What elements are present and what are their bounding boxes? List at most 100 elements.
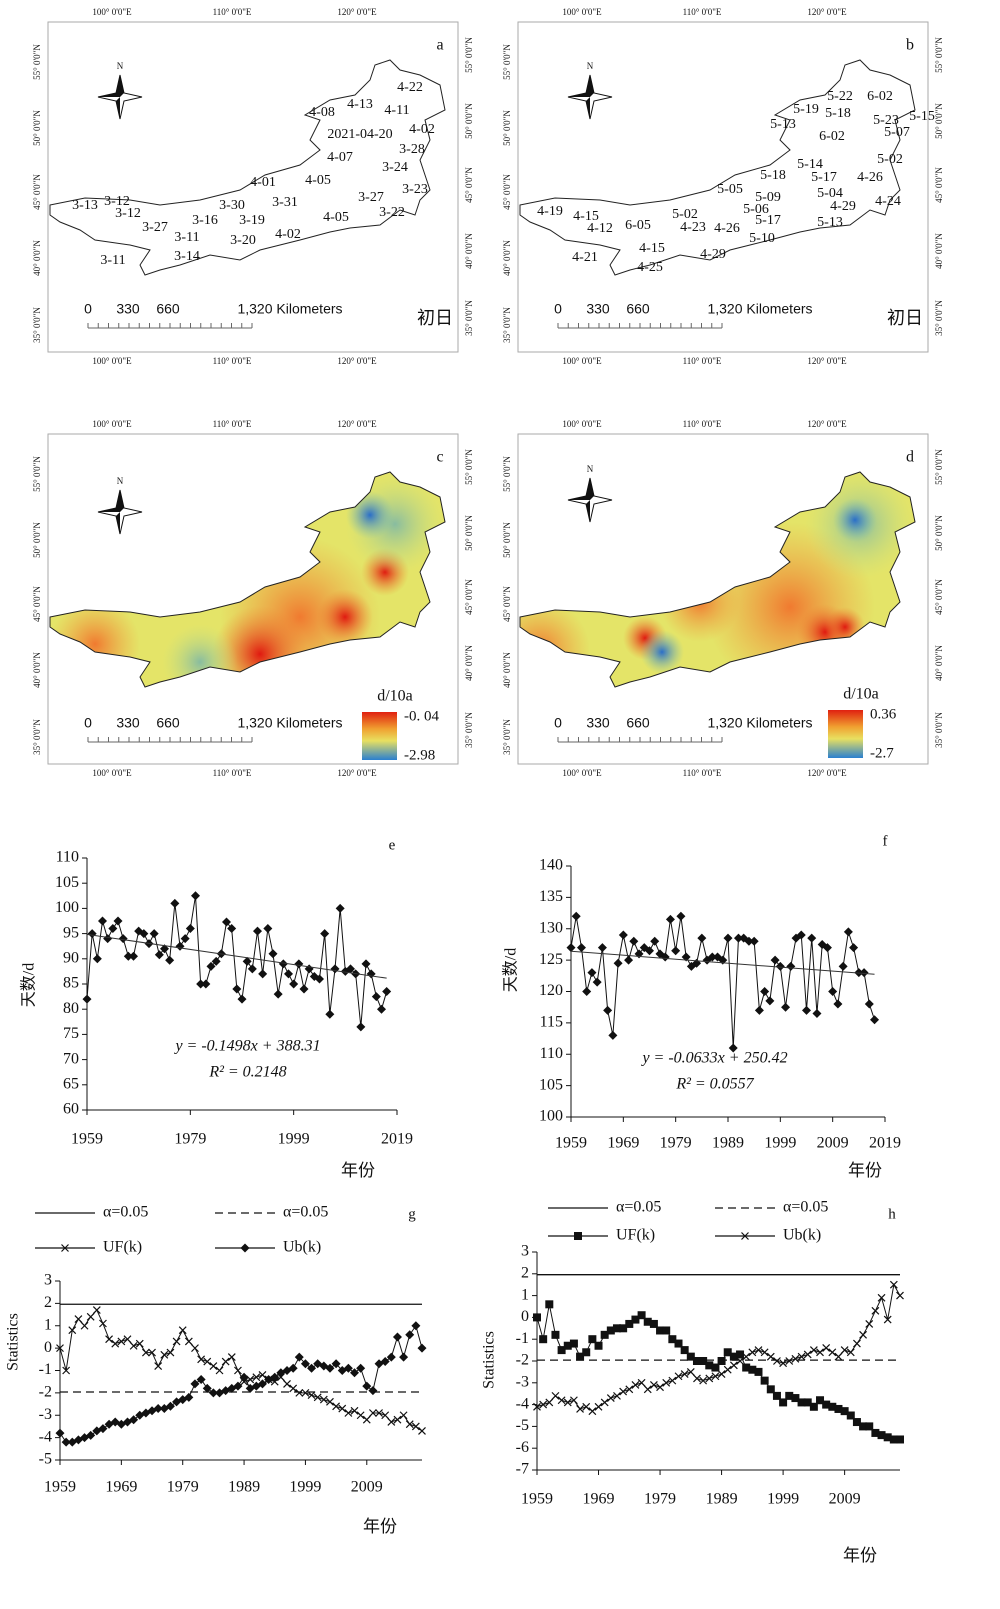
marker — [234, 1366, 242, 1375]
legend-label: Ub(k) — [283, 1239, 321, 1256]
marker — [417, 1343, 427, 1353]
marker — [175, 941, 185, 951]
marker — [797, 1398, 806, 1407]
scale-label: 0 — [554, 715, 562, 731]
station-label: 4-02 — [409, 122, 435, 137]
scale-label: 1,320 Kilometers — [707, 301, 812, 317]
station-label: 4-24 — [875, 194, 901, 209]
marker — [362, 1381, 372, 1391]
marker — [859, 968, 869, 978]
marker — [613, 958, 623, 968]
marker — [846, 1411, 855, 1420]
marker — [754, 1005, 764, 1015]
station-label: 4-29 — [700, 247, 726, 262]
marker — [600, 1398, 609, 1407]
marker — [571, 911, 581, 921]
marker — [545, 1300, 554, 1309]
x-tick-label: 1959 — [44, 1479, 76, 1496]
lat-label: 55° 0'0"N — [464, 449, 474, 485]
marker — [350, 1368, 360, 1378]
scale-label: 1,320 Kilometers — [237, 301, 342, 317]
station-label: 4-12 — [587, 221, 613, 236]
marker — [877, 1293, 886, 1302]
station-label: 5-19 — [793, 102, 819, 117]
marker — [582, 1348, 591, 1357]
marker — [399, 1352, 409, 1362]
marker — [711, 1372, 720, 1381]
lon-label: 100° 0'0"E — [92, 356, 132, 366]
marker — [785, 1357, 794, 1365]
y-tick-label: -6 — [516, 1439, 529, 1456]
marker — [356, 1363, 366, 1373]
marker — [166, 1348, 175, 1357]
marker — [606, 1326, 615, 1335]
marker — [160, 1350, 169, 1359]
marker — [637, 1311, 646, 1320]
marker — [754, 1346, 763, 1355]
marker — [253, 926, 262, 936]
legend-min: -2.98 — [404, 747, 435, 763]
marker — [803, 1350, 812, 1359]
marker — [55, 1428, 65, 1438]
marker — [723, 1365, 732, 1374]
y-tick-label: 3 — [521, 1243, 529, 1260]
marker — [748, 1348, 757, 1357]
map-frame — [517, 433, 929, 765]
marker — [278, 959, 288, 969]
y-tick-label: 140 — [539, 857, 563, 874]
lon-label: 110° 0'0"E — [683, 768, 722, 778]
scale-label: 330 — [586, 715, 610, 731]
marker — [775, 961, 785, 971]
marker — [368, 1386, 378, 1396]
lon-label: 110° 0'0"E — [683, 419, 722, 429]
marker — [343, 1363, 353, 1373]
y-tick-label: 130 — [539, 919, 563, 936]
lat-label: 45° 0'0"N — [464, 167, 474, 203]
marker — [859, 1422, 868, 1431]
lat-label: 55° 0'0"N — [32, 456, 42, 492]
y-tick-label: 60 — [63, 1101, 79, 1118]
marker — [539, 1335, 548, 1344]
lat-label: 55° 0'0"N — [32, 44, 42, 80]
marker — [411, 1422, 420, 1431]
marker — [123, 951, 133, 961]
marker — [637, 1378, 646, 1387]
y-tick-label: 90 — [63, 949, 79, 966]
r-squared: R² = 0.0557 — [675, 1076, 754, 1093]
north-label: N — [587, 61, 594, 71]
marker — [392, 1332, 402, 1342]
map-frame — [47, 433, 459, 765]
marker — [99, 1319, 107, 1328]
lat-label: 50° 0'0"N — [502, 522, 512, 558]
north-arrow-dark — [568, 75, 594, 119]
lat-label: 45° 0'0"N — [464, 579, 474, 615]
marker — [206, 961, 216, 971]
r-squared: R² = 0.2148 — [208, 1064, 286, 1081]
marker — [802, 1005, 811, 1015]
lat-label: 40° 0'0"N — [464, 233, 474, 269]
marker — [859, 1330, 868, 1339]
marker — [111, 1339, 120, 1348]
marker — [399, 1411, 408, 1420]
marker — [754, 1367, 763, 1376]
north-label: N — [117, 61, 124, 71]
lon-label: 120° 0'0"E — [337, 7, 377, 17]
station-label: 5-06 — [743, 202, 769, 217]
lat-label: 50° 0'0"N — [934, 103, 944, 139]
station-label: 3-16 — [192, 213, 218, 228]
scale-label: 1,320 Kilometers — [707, 715, 812, 731]
panel-letter: b — [906, 37, 914, 54]
station-label: 5-17 — [755, 213, 781, 228]
y-tick-label: -2 — [39, 1384, 52, 1401]
equation: y = -0.0633x + 250.42 — [640, 1050, 787, 1067]
north-arrow-dark — [98, 75, 124, 119]
marker — [307, 1391, 316, 1400]
y-tick-label: 105 — [55, 874, 79, 891]
marker — [294, 959, 304, 969]
station-label: 3-30 — [219, 198, 245, 213]
marker — [331, 1359, 341, 1369]
marker — [263, 924, 273, 934]
marker — [196, 979, 206, 989]
marker — [330, 964, 340, 974]
lat-label: 35° 0'0"N — [502, 719, 512, 755]
